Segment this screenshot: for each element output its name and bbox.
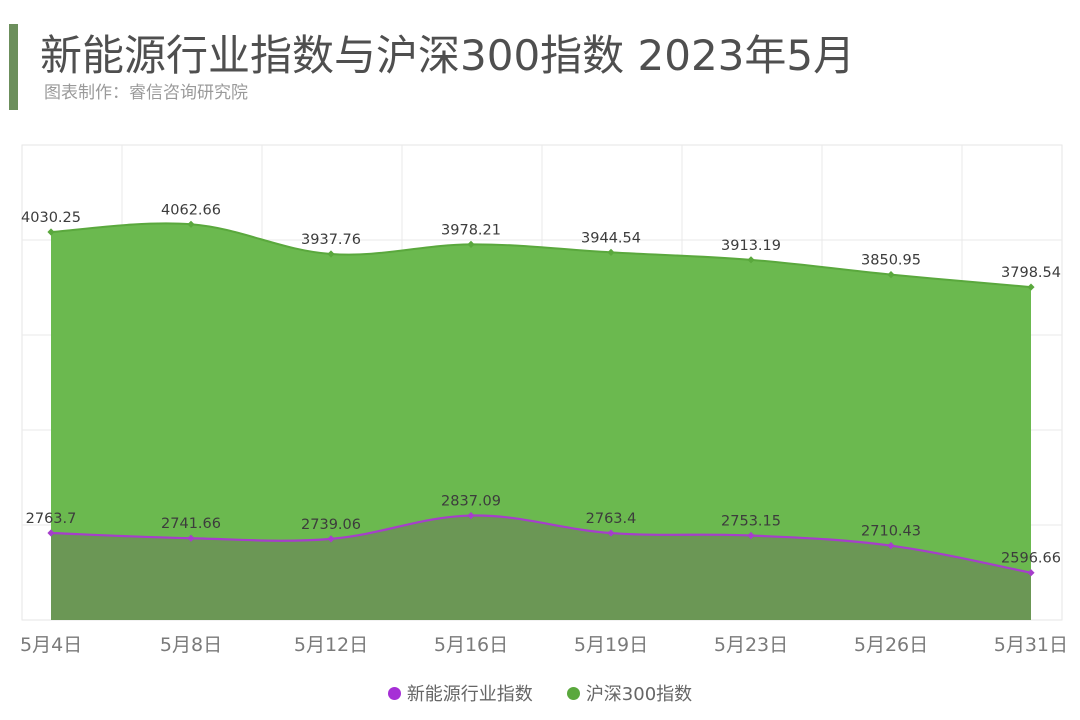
series-line: [50, 514, 1032, 574]
data-label: 3850.95: [861, 253, 921, 269]
legend-label: 新能源行业指数: [406, 684, 533, 705]
data-label: 4030.25: [21, 210, 81, 226]
x-tick-label: 5月4日: [20, 634, 82, 656]
data-point-marker[interactable]: [187, 534, 195, 542]
legend-item[interactable]: 沪深300指数: [566, 680, 693, 706]
data-point-marker[interactable]: [1027, 283, 1035, 291]
data-label: 3978.21: [441, 222, 501, 238]
data-point-marker[interactable]: [747, 531, 755, 540]
data-label: 3913.19: [721, 238, 781, 254]
data-label: 2710.43: [861, 524, 921, 540]
data-point-marker[interactable]: [327, 250, 335, 258]
series-line: [50, 222, 1032, 289]
data-point-marker[interactable]: [1027, 569, 1035, 577]
data-point-marker[interactable]: [467, 511, 475, 520]
data-label: 3937.76: [301, 232, 361, 248]
data-label: 2741.66: [161, 516, 221, 532]
legend-label: 沪深300指数: [585, 684, 693, 705]
data-point-marker[interactable]: [887, 271, 895, 279]
legend-dot-icon: [566, 686, 580, 700]
x-tick-label: 5月12日: [294, 634, 368, 656]
x-tick-label: 5月23日: [714, 634, 788, 656]
data-label: 4062.66: [161, 202, 221, 218]
x-tick-label: 5月19日: [574, 634, 648, 656]
chart-title: 新能源行业指数与沪深300指数 2023年5月: [40, 31, 856, 80]
x-tick-label: 5月16日: [434, 634, 508, 656]
data-label: 2596.66: [1001, 551, 1061, 567]
x-tick-label: 5月26日: [854, 634, 928, 656]
data-point-marker[interactable]: [747, 256, 755, 264]
chart-lines: [50, 222, 1032, 574]
chart-legend: 新能源行业指数 沪深300指数: [0, 680, 1080, 706]
data-point-marker[interactable]: [327, 535, 335, 543]
legend-dot-icon: [387, 686, 401, 700]
x-tick-label: 5月8日: [160, 634, 222, 656]
chart-markers: [47, 220, 1035, 577]
legend-item[interactable]: 新能源行业指数: [387, 680, 533, 706]
title-accent-bar: [9, 24, 18, 110]
data-point-marker[interactable]: [607, 529, 615, 537]
data-label: 3798.54: [1001, 265, 1061, 281]
data-point-marker[interactable]: [187, 220, 195, 228]
data-point-marker[interactable]: [607, 248, 615, 256]
x-tick-label: 5月31日: [994, 634, 1068, 656]
chart-areas: [51, 223, 1031, 620]
data-point-marker[interactable]: [47, 529, 55, 537]
data-label: 2837.09: [441, 494, 501, 510]
data-point-marker[interactable]: [887, 542, 895, 550]
data-point-marker[interactable]: [467, 240, 475, 248]
x-axis: 5月4日 5月8日 5月12日 5月16日 5月19日 5月23日 5月26日 5月31日: [20, 634, 1068, 656]
chart-subtitle: 图表制作：睿信咨询研究院: [44, 83, 248, 103]
data-label: 2739.06: [301, 517, 361, 533]
series-area: [51, 223, 1031, 620]
chart-value-labels: 4030.25 4062.66 3937.76 3978.21 3944.54 3913.…: [21, 202, 1061, 566]
data-label: 2763.7: [26, 511, 77, 527]
data-label: 2763.4: [586, 511, 637, 527]
data-label: 3944.54: [581, 230, 641, 246]
data-label: 2753.15: [721, 514, 781, 530]
data-point-marker[interactable]: [47, 228, 55, 236]
